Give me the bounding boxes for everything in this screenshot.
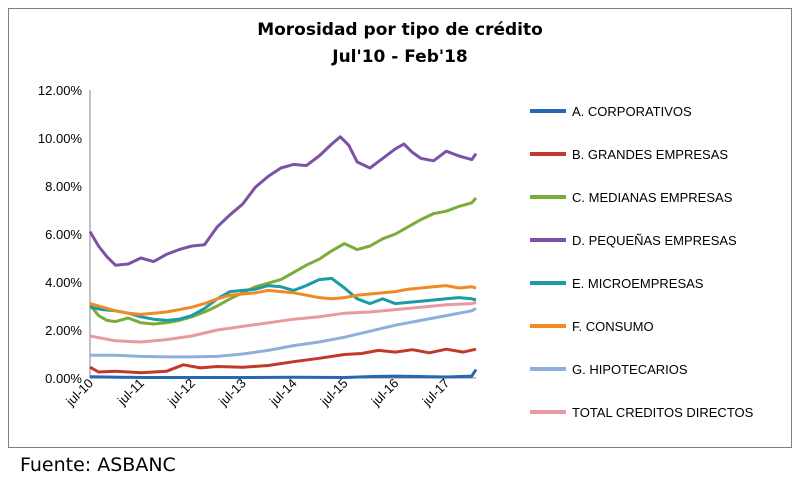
series-line [88,197,478,326]
legend: A. CORPORATIVOS B. GRANDES EMPRESAS C. MED… [530,104,754,420]
y-tick-label: 10.00% [38,131,83,146]
legend-label: C. MEDIANAS EMPRESAS [572,190,733,205]
x-tick-label: jul-14 [266,376,300,410]
series-line [89,276,477,322]
x-tick-label: jul-16 [368,376,402,410]
source-note: Fuente: ASBANC [20,454,176,476]
series-line [89,300,477,344]
x-tick-label: jul-13 [215,376,249,410]
y-tick-label: 12.00% [38,83,83,98]
y-tick-labels: 0.00% 2.00% 4.00% 6.00% 8.00% 10.00% 12.00% [38,83,83,386]
legend-label: B. GRANDES EMPRESAS [572,147,728,162]
chart-title: Morosidad por tipo de crédito [257,20,543,40]
y-tick-label: 6.00% [45,227,82,242]
series-lines [88,135,478,379]
series-line [90,307,477,359]
series-line [88,135,478,267]
x-tick-label: jul-17 [419,376,453,410]
series-line [89,347,477,375]
y-tick-label: 4.00% [45,275,82,290]
legend-label: F. CONSUMO [572,319,654,334]
chart-frame [8,8,792,448]
x-tick-labels: jul-10 jul-11 jul-12 jul-13 jul-14 jul-15 jul-… [62,376,452,410]
legend-label: TOTAL CREDITOS DIRECTOS [572,405,754,420]
x-tick-label: jul-11 [114,376,147,409]
legend-label: G. HIPOTECARIOS [572,362,688,377]
chart-subtitle: Jul'10 - Feb'18 [331,47,468,67]
legend-label: D. PEQUEÑAS EMPRESAS [572,233,737,248]
y-tick-label: 0.00% [45,371,82,386]
series-line [89,368,478,379]
x-tick-label: jul-12 [164,376,198,410]
legend-label: E. MICROEMPRESAS [572,276,704,291]
y-tick-label: 8.00% [45,179,82,194]
x-tick-label: jul-15 [317,376,351,410]
legend-label: A. CORPORATIVOS [572,104,692,119]
series-line [89,284,477,316]
y-tick-label: 2.00% [45,323,82,338]
